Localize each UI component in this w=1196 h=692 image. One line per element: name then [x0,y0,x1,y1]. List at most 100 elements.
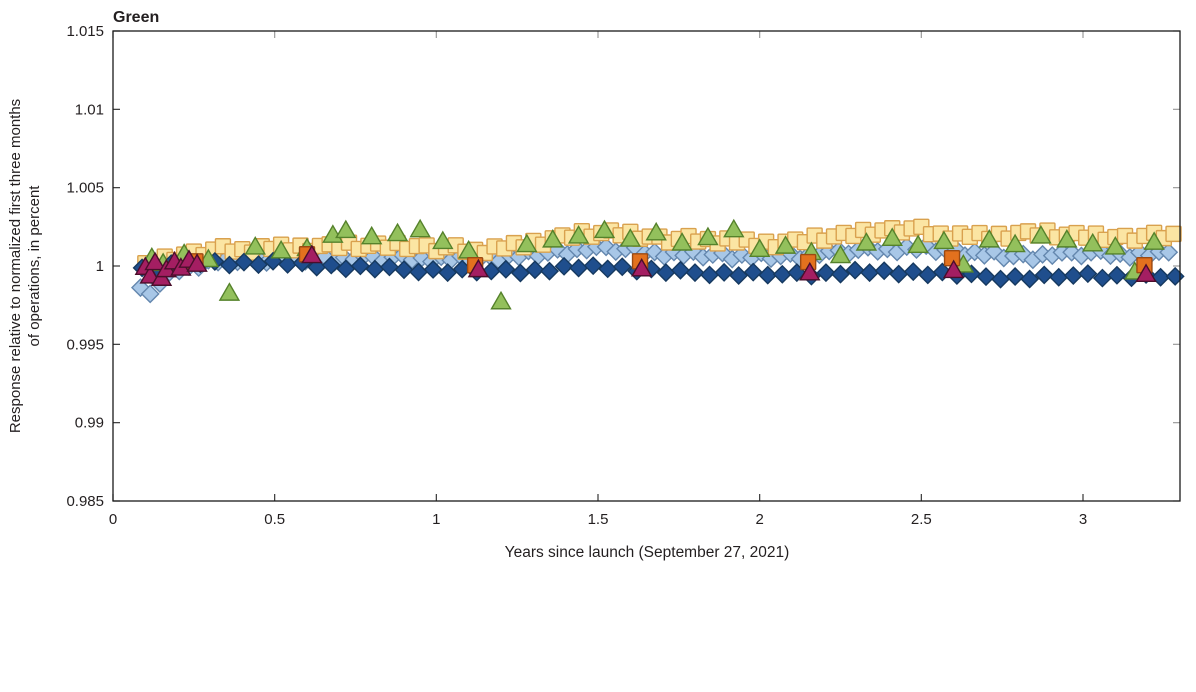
data-point [321,255,341,275]
data-point [1107,265,1127,285]
data-point [1159,242,1179,262]
data-point [360,225,383,245]
x-axis-title: Years since launch (September 27, 2021) [505,544,790,561]
data-point [1143,231,1165,250]
data-point [845,260,865,280]
data-point [583,256,603,276]
data-point [874,261,894,281]
series-stim_pristine [134,244,1157,286]
y-tick-label: 1.005 [66,180,104,197]
legend: EXPLANATION Stimulation (stim) lamp—Work… [0,575,1196,692]
data-point [748,238,771,257]
data-point [774,235,797,254]
x-tick-label: 1.5 [588,511,609,528]
y-tick-label: 0.985 [66,493,104,510]
data-point [525,260,545,280]
data-point [1056,228,1078,248]
data-point [598,259,618,279]
y-tick-label: 0.99 [75,415,104,432]
data-point [670,260,690,280]
data-point [593,219,616,239]
data-point [1104,236,1127,255]
data-point [1078,264,1098,284]
data-point [829,244,852,264]
data-point [918,265,938,285]
data-point [685,263,705,283]
scatter-plot: 0 0.5 1 1.5 2 2.5 3 0.985 0.99 0.995 1 1.005 1.01 1.0… [7,9,1185,561]
data-point [630,257,653,277]
x-tick-label: 1 [432,511,440,528]
x-tick-label: 0 [109,511,117,528]
data-point [860,263,880,283]
x-tick-label: 3 [1079,511,1087,528]
data-point [907,234,929,254]
data-point [978,228,1000,248]
y-axis-title-line2: of operations, in percent [26,185,43,347]
data-point [933,230,955,250]
y-axis-title-line1: Response relative to normalized first th… [7,99,24,433]
data-point [772,264,792,284]
plot-points [130,218,1185,310]
data-point [619,228,642,247]
data-point [490,290,512,310]
data-point [496,259,516,279]
data-point [438,263,458,283]
y-tick-label: 1 [96,258,104,275]
data-point [1005,267,1025,286]
y-tick-label: 1.01 [75,101,104,118]
data-point [991,269,1011,289]
data-point [1081,232,1104,252]
data-point [799,261,821,281]
data-point [516,233,538,253]
data-point [301,244,323,264]
data-point [1165,225,1182,243]
data-point [569,258,589,278]
data-point [831,264,850,284]
data-point [1049,267,1069,287]
data-point [645,221,667,241]
data-point [1165,266,1185,286]
data-point [976,267,996,287]
x-tick-label: 2 [755,511,763,528]
data-point [567,225,590,244]
x-tick-label: 0.5 [264,511,285,528]
data-point [1092,268,1112,288]
data-point [903,262,923,282]
x-tick-label: 2.5 [911,511,932,528]
data-point [612,257,632,277]
data-point [1020,269,1040,289]
data-point [855,232,878,251]
data-point [1063,266,1083,286]
series-lunar [141,218,1165,310]
data-point [270,239,292,259]
data-point [671,232,693,251]
data-point [942,259,965,279]
data-point [409,218,431,238]
data-point [889,264,909,284]
plot-ticks: 0 0.5 1 1.5 2 2.5 3 0.985 0.99 0.995 1 1.005 1.01 1.0… [66,23,1180,528]
data-point [1151,267,1171,287]
data-point [743,262,763,282]
data-point [816,263,836,283]
data-point [432,230,454,250]
data-point [542,228,564,248]
data-point [881,227,903,246]
data-point [510,263,530,283]
data-point [467,258,490,278]
plot-border [112,30,1181,502]
data-point [218,282,241,301]
data-point [1030,225,1052,244]
data-point [1135,263,1157,283]
data-point [140,284,160,304]
data-point [244,236,266,255]
data-point [386,222,409,242]
data-point [144,251,166,271]
data-point [1034,265,1054,285]
y-tick-label: 1.015 [66,23,104,40]
data-point [714,262,734,282]
data-point [1004,233,1026,253]
data-point [656,263,676,283]
y-tick-label: 0.995 [66,336,104,353]
data-point [540,261,559,281]
